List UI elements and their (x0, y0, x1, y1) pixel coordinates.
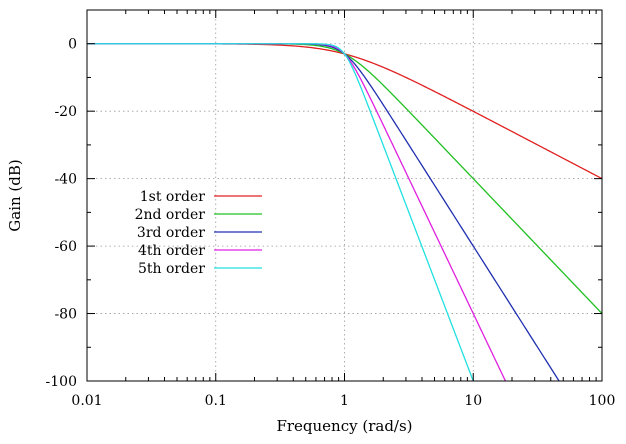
y-axis-title: Gain (dB) (6, 159, 24, 231)
x-tick-labels: 0.01 0.1 1 10 100 (71, 393, 615, 409)
series-lines (87, 43, 603, 382)
x-axis-title: Frequency (rad/s) (276, 417, 412, 435)
y-tick-label: -60 (54, 239, 77, 255)
legend-entry-label: 3rd order (137, 225, 205, 241)
x-tick-label: 10 (464, 393, 482, 409)
legend: 1st order 2nd order 3rd order 4th order 5th … (135, 189, 262, 277)
x-tick-label: 100 (589, 393, 616, 409)
y-tick-label: 0 (68, 37, 77, 53)
legend-entry-label: 1st order (140, 189, 206, 205)
y-tick-labels: 0 -20 -40 -60 -80 -100 (46, 37, 77, 390)
y-tick-label: -80 (54, 307, 77, 323)
y-tick-label: -40 (54, 172, 77, 188)
y-tick-label: -100 (46, 374, 77, 390)
x-tick-label: 0.01 (71, 393, 102, 409)
x-tick-label: 1 (340, 393, 349, 409)
tick-marks (86, 9, 603, 382)
y-tick-label: -20 (54, 104, 77, 120)
series-line-order-5 (87, 43, 474, 382)
legend-entry-label: 5th order (138, 261, 205, 277)
x-tick-label: 0.1 (205, 393, 227, 409)
legend-entry-label: 2nd order (135, 207, 206, 223)
legend-entry-label: 4th order (138, 243, 205, 259)
